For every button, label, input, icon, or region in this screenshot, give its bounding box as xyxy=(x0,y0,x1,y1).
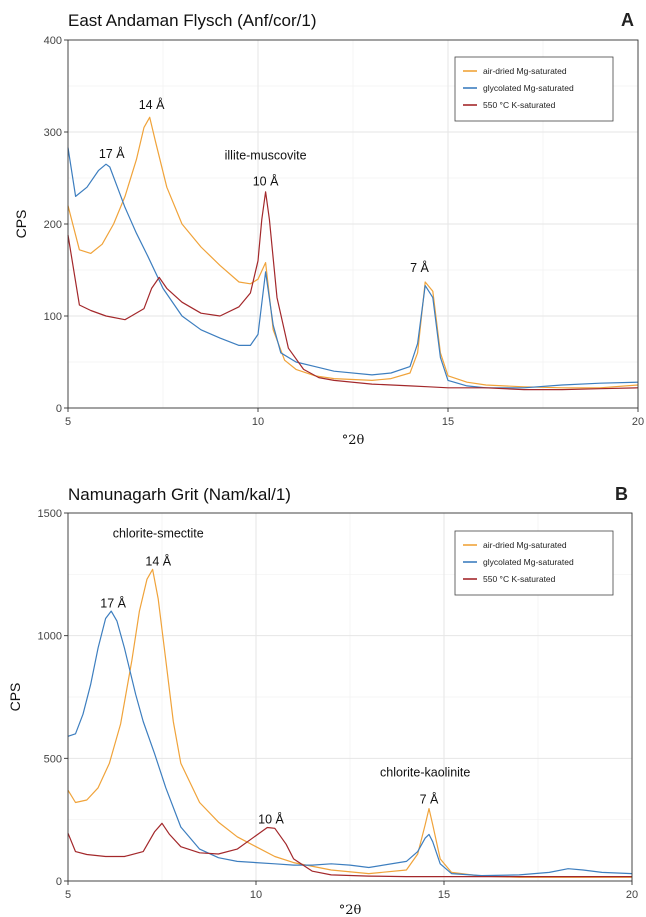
legend-label: air-dried Mg-saturated xyxy=(483,540,567,550)
y-tick-label: 1500 xyxy=(38,508,62,520)
x-axis-label: °2θ xyxy=(339,903,362,917)
legend-label: 550 °C K-saturated xyxy=(483,574,556,584)
x-tick-label: 10 xyxy=(252,416,264,428)
chart-title: Namunagarh Grit (Nam/kal/1) xyxy=(68,485,291,504)
peak-annotation: 17 Å xyxy=(99,146,125,161)
x-tick-label: 15 xyxy=(442,416,454,428)
series-line-air xyxy=(67,116,639,389)
x-axis-label: °2θ xyxy=(342,433,365,448)
x-tick-label: 5 xyxy=(65,889,71,901)
peak-annotation: 10 Å xyxy=(258,811,284,826)
peak-annotation: chlorite-smectite xyxy=(113,527,204,541)
peak-annotation: 7 Å xyxy=(410,260,429,275)
y-tick-label: 200 xyxy=(44,219,62,231)
peak-annotation: illite-muscovite xyxy=(225,149,307,163)
x-tick-label: 20 xyxy=(632,416,644,428)
series-line-k550 xyxy=(67,822,632,878)
x-tick-label: 20 xyxy=(626,889,638,901)
y-tick-label: 300 xyxy=(44,127,62,139)
peak-annotation: 14 Å xyxy=(139,97,165,112)
x-tick-label: 10 xyxy=(250,889,262,901)
y-axis-label: CPS xyxy=(13,210,29,239)
peak-annotation: 10 Å xyxy=(253,173,279,188)
peak-annotation: chlorite-kaolinite xyxy=(380,766,470,780)
legend-label: 550 °C K-saturated xyxy=(483,100,556,110)
x-tick-label: 15 xyxy=(438,889,450,901)
peak-annotation: 14 Å xyxy=(145,554,171,569)
legend-label: glycolated Mg-saturated xyxy=(483,83,574,93)
plot-frame xyxy=(67,512,633,882)
peak-annotation: 7 Å xyxy=(420,792,439,807)
series-line-gly xyxy=(67,610,633,877)
y-tick-label: 500 xyxy=(44,753,62,765)
peak-annotation: 17 Å xyxy=(100,595,126,610)
series-line-k550 xyxy=(67,191,639,391)
legend-label: air-dried Mg-saturated xyxy=(483,66,567,76)
y-tick-label: 400 xyxy=(44,35,62,47)
y-tick-label: 0 xyxy=(56,403,62,415)
y-axis-label: CPS xyxy=(7,683,23,712)
legend-box xyxy=(454,56,614,122)
y-tick-label: 0 xyxy=(56,876,62,888)
chart-panel-b: 5 10 15 20 0 500 1000 1500 Namunagarh Grit (Nam/… xyxy=(7,484,638,917)
legend-box xyxy=(454,530,614,596)
y-tick-label: 1000 xyxy=(38,631,62,643)
panel-letter: A xyxy=(621,10,634,30)
series-line-gly xyxy=(67,147,639,389)
chart-title: East Andaman Flysch (Anf/cor/1) xyxy=(68,11,317,30)
legend: air-dried Mg-saturated glycolated Mg-satu… xyxy=(454,56,614,122)
legend: air-dried Mg-saturated glycolated Mg-satu… xyxy=(454,530,614,596)
y-tick-label: 100 xyxy=(44,311,62,323)
x-tick-label: 5 xyxy=(65,416,71,428)
legend-label: glycolated Mg-saturated xyxy=(483,557,574,567)
panel-letter: B xyxy=(615,484,628,504)
